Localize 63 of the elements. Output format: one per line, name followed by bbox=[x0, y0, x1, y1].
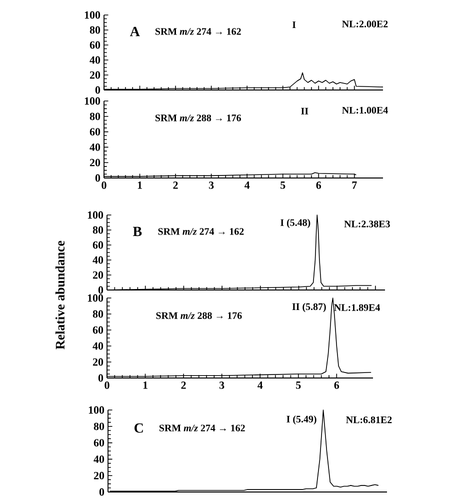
y-tick-label: 60 bbox=[92, 241, 104, 249]
y-tick-label: 20 bbox=[90, 158, 100, 166]
x-tick-label: 4 bbox=[258, 382, 263, 389]
y-tick-label: 20 bbox=[90, 71, 100, 79]
y-axis-title: Relative abundance bbox=[55, 240, 65, 350]
y-tick-label: 100 bbox=[84, 11, 100, 19]
annotation: II bbox=[301, 108, 308, 114]
y-tick-label: 40 bbox=[92, 342, 104, 350]
x-tick-label: 3 bbox=[219, 382, 224, 389]
x-tick-label: 6 bbox=[316, 182, 322, 189]
x-tick-label: 7 bbox=[352, 182, 357, 189]
y-tick-label: 20 bbox=[94, 472, 104, 480]
x-tick-label: 5 bbox=[280, 182, 286, 189]
y-tick-label: 40 bbox=[92, 256, 104, 264]
y-tick-label: 60 bbox=[90, 41, 100, 49]
y-tick-label: 20 bbox=[92, 358, 104, 366]
annotation: NL:6.81E2 bbox=[346, 416, 392, 424]
y-tick-label: 60 bbox=[94, 439, 104, 446]
annotation: NL:1.00E4 bbox=[342, 106, 388, 114]
y-tick-label: 80 bbox=[92, 310, 104, 318]
y-tick-label: 40 bbox=[90, 56, 100, 64]
annotation: NL:2.00E2 bbox=[342, 20, 388, 28]
y-tick-label: 80 bbox=[92, 226, 104, 234]
annotation: I (5.49) bbox=[286, 415, 316, 425]
y-tick-label: 100 bbox=[88, 211, 104, 219]
y-tick-label: 80 bbox=[90, 112, 100, 120]
y-tick-label: 0 bbox=[98, 286, 104, 294]
x-tick-label: 1 bbox=[143, 382, 148, 389]
annotation: SRM m/z 274 → 162 bbox=[155, 28, 241, 35]
annotation: NL:1.89E4 bbox=[334, 304, 380, 311]
x-tick-label: 3 bbox=[208, 182, 214, 189]
y-tick-label: 60 bbox=[92, 326, 104, 334]
annotation: NL:2.38E3 bbox=[344, 220, 390, 228]
y-tick-label: 20 bbox=[92, 271, 104, 279]
x-tick-label: 6 bbox=[334, 382, 340, 389]
x-tick-label: 2 bbox=[181, 382, 186, 389]
y-tick-label: 80 bbox=[94, 422, 104, 430]
y-tick-label: 0 bbox=[95, 174, 100, 182]
annotation: SRM m/z 274 → 162 bbox=[159, 424, 245, 432]
y-tick-label: 0 bbox=[99, 488, 104, 496]
annotation: A bbox=[130, 26, 140, 36]
x-tick-label: 0 bbox=[104, 382, 110, 389]
x-tick-label: 5 bbox=[296, 382, 301, 389]
annotation: SRM m/z 288 → 176 bbox=[156, 312, 242, 319]
annotation: I bbox=[292, 21, 296, 28]
annotation: C bbox=[134, 423, 143, 433]
y-tick-label: 40 bbox=[90, 144, 100, 151]
annotation: SRM m/z 288 → 176 bbox=[155, 114, 241, 122]
y-tick-label: 80 bbox=[90, 26, 100, 34]
y-tick-label: 0 bbox=[95, 86, 100, 94]
y-tick-label: 60 bbox=[90, 128, 100, 136]
annotation: II (5.87) bbox=[292, 303, 326, 312]
annotation: SRM m/z 274 → 162 bbox=[158, 228, 244, 235]
y-tick-label: 100 bbox=[88, 294, 104, 302]
y-tick-label: 100 bbox=[88, 406, 104, 414]
x-tick-label: 4 bbox=[244, 182, 250, 189]
y-tick-label: 100 bbox=[84, 97, 100, 105]
x-tick-label: 2 bbox=[173, 182, 178, 189]
annotation: I (5.48) bbox=[280, 218, 310, 228]
y-tick-label: 0 bbox=[98, 374, 104, 382]
x-tick-label: 1 bbox=[138, 182, 142, 189]
annotation: B bbox=[132, 226, 142, 236]
y-tick-label: 40 bbox=[94, 456, 104, 463]
